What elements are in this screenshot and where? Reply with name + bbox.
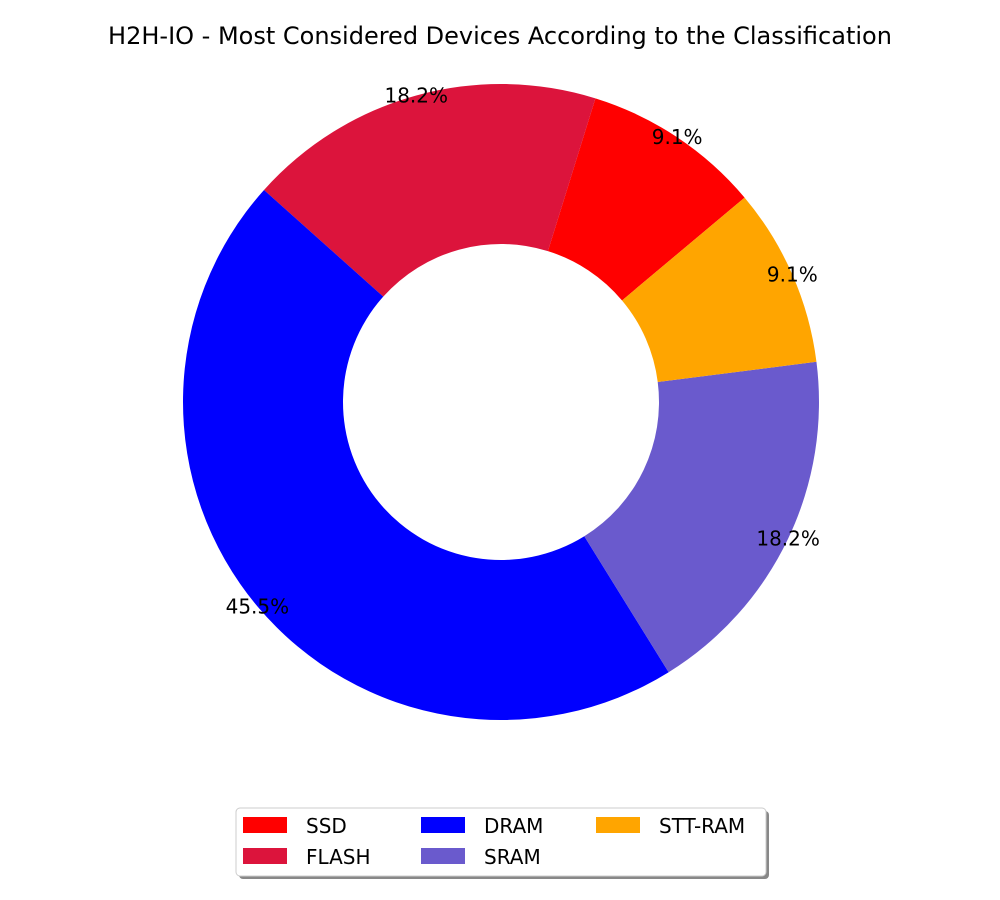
percent-label-flash: 18.2%	[384, 83, 448, 107]
legend-swatch-flash	[243, 848, 287, 864]
chart-title: H2H-IO - Most Considered Devices Accordi…	[108, 22, 892, 50]
slice-stt-ram	[622, 197, 817, 382]
legend-swatch-stt-ram	[596, 817, 640, 833]
legend-label-ssd: SSD	[306, 814, 347, 838]
percent-labels-group: 9.1% 18.2% 45.5% 18.2% 9.1%	[226, 83, 820, 618]
legend-label-sram: SRAM	[484, 845, 541, 869]
slice-ssd	[547, 98, 745, 301]
slice-flash	[264, 84, 596, 297]
slices-group	[182, 84, 819, 721]
slice-dram	[182, 189, 669, 721]
legend-label-dram: DRAM	[484, 814, 543, 838]
legend-label-flash: FLASH	[306, 845, 371, 869]
percent-label-dram: 45.5%	[226, 594, 290, 618]
legend-swatch-dram	[421, 817, 465, 833]
legend-swatch-ssd	[243, 817, 287, 833]
percent-label-ssd: 9.1%	[652, 125, 703, 149]
legend-label-stt-ram: STT-RAM	[659, 814, 745, 838]
legend-swatch-sram	[421, 848, 465, 864]
legend: SSD FLASH DRAM SRAM STT-RAM	[235, 807, 769, 879]
percent-label-stt-ram: 9.1%	[767, 263, 818, 287]
slice-sram	[584, 361, 819, 673]
percent-label-sram: 18.2%	[756, 527, 820, 551]
